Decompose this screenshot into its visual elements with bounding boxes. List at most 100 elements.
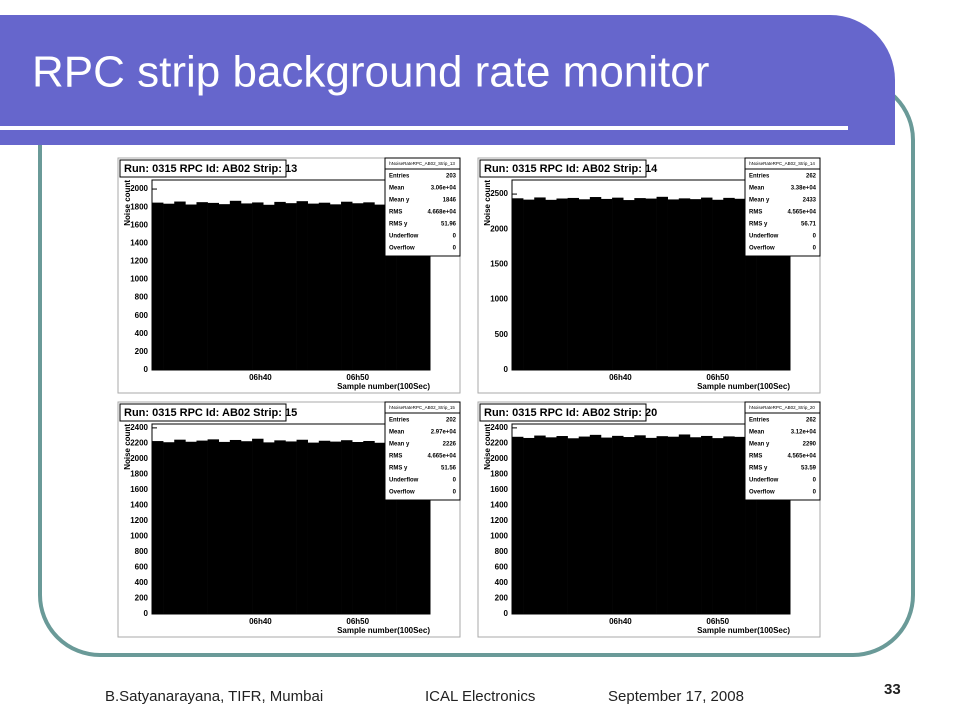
histogram-bar [363, 440, 375, 614]
histogram-bar [240, 441, 253, 614]
stats-label: RMS [749, 454, 762, 460]
stats-value: 0 [813, 490, 817, 496]
stats-label: Mean y [749, 198, 770, 204]
y-tick-label: 1400 [130, 238, 148, 247]
histogram-bar [667, 199, 680, 370]
stats-box [744, 157, 821, 257]
histogram-bar [218, 441, 231, 614]
histogram-bar [600, 198, 613, 370]
histogram-bar [712, 199, 724, 370]
histogram-bar [556, 436, 568, 614]
x-axis-label: Sample number(100Sec) [337, 382, 430, 391]
chart: 0 200 400 600 800 1000 1200 1400 1600 1800 2000 220… [477, 401, 821, 638]
histogram-bar [556, 198, 568, 370]
histogram-bar [318, 440, 331, 614]
title-box [479, 403, 647, 422]
y-tick-label: 1000 [130, 275, 148, 284]
histogram-bar [218, 204, 231, 370]
x-tick-label: 06h50 [346, 617, 369, 626]
stats-title: hNoiseRateRPC_AB02_Strip_14 [749, 161, 815, 166]
histogram-bar [185, 204, 197, 370]
histogram-bar [296, 201, 308, 370]
y-axis-label: Noise count [123, 424, 132, 470]
histogram-bar [418, 441, 431, 614]
histogram-bar [285, 441, 297, 614]
stats-title: hNoiseRateRPC_AB02_Strip_15 [389, 405, 455, 410]
histogram-bar [523, 437, 535, 614]
y-axis-label: Noise count [483, 424, 492, 470]
y-tick-label: 400 [135, 329, 149, 338]
stats-value: 2433 [803, 198, 817, 204]
x-axis-label: Sample number(100Sec) [337, 626, 430, 635]
y-tick-label: 200 [135, 594, 149, 603]
histogram-bar [723, 436, 735, 614]
histogram-bar [407, 441, 420, 614]
stats-label: RMS y [389, 466, 408, 472]
y-tick-label: 1800 [490, 470, 508, 479]
stats-label: RMS y [749, 222, 768, 228]
histogram-bar [229, 439, 242, 614]
histogram-bar [612, 197, 624, 370]
y-tick-label: 800 [135, 293, 149, 302]
y-tick-label: 1500 [490, 260, 508, 269]
y-tick-label: 1400 [490, 501, 508, 510]
histogram-bar [163, 442, 175, 614]
x-axis-label: Sample number(100Sec) [697, 626, 790, 635]
stats-label: Mean [389, 430, 405, 436]
histogram-bar [578, 436, 591, 614]
stats-label: Overflow [389, 490, 415, 496]
histogram-bar [701, 435, 713, 614]
stats-label: Entries [749, 418, 770, 424]
stats-value: 0 [813, 246, 817, 252]
stats-value: 2290 [803, 442, 817, 448]
y-tick-label: 0 [144, 365, 149, 374]
y-axis-label: Noise count [123, 180, 132, 226]
y-tick-label: 2000 [130, 454, 148, 463]
stats-label: Overflow [749, 246, 775, 252]
y-tick-label: 800 [135, 547, 149, 556]
stats-value: 203 [446, 174, 457, 180]
histogram-bar [778, 199, 791, 370]
footer-date: September 17, 2008 [608, 688, 744, 705]
histogram-bar [678, 434, 691, 614]
y-tick-label: 1800 [130, 202, 148, 211]
histogram-bar [656, 436, 668, 614]
y-tick-label: 1600 [490, 485, 508, 494]
histogram-bar [745, 197, 757, 370]
histogram-bar [723, 197, 735, 370]
y-tick-label: 400 [135, 578, 149, 587]
stats-value: 2.97e+04 [431, 430, 457, 436]
y-tick-label: 600 [135, 311, 149, 320]
histogram-bar [534, 435, 546, 614]
stats-label: RMS [389, 454, 402, 460]
histogram-bar [174, 439, 186, 614]
stats-value: 4.665e+04 [427, 454, 456, 460]
y-tick-label: 1400 [130, 501, 148, 510]
stats-label: Underflow [749, 234, 779, 240]
title-box [119, 159, 287, 178]
histogram-bar [756, 437, 769, 614]
histogram-bar [656, 196, 668, 370]
title-band [0, 15, 895, 145]
histogram-bar [567, 438, 580, 614]
histogram-bar [341, 440, 353, 614]
histogram-bar [734, 436, 746, 614]
histogram-bar [407, 201, 420, 370]
y-tick-label: 2000 [490, 454, 508, 463]
histogram-bar [240, 203, 253, 370]
x-tick-label: 06h40 [249, 373, 272, 382]
histogram-bar [418, 203, 431, 370]
stats-value: 0 [813, 478, 817, 484]
histogram-bar [612, 435, 624, 614]
stats-value: 4.565e+04 [787, 454, 816, 460]
chart: 0 200 400 600 800 1000 1200 1400 1600 1800 2000 220… [117, 401, 461, 638]
stats-label: RMS [749, 210, 762, 216]
chart: 0 200 400 600 800 1000 1200 1400 1600 1800 2000 06h… [117, 157, 461, 394]
histogram-bar [645, 437, 657, 614]
stats-value: 0 [453, 490, 457, 496]
histogram-bar [252, 438, 264, 614]
chart-title: Run: 0315 RPC Id: AB02 Strip: 20 [484, 407, 657, 419]
stats-value: 51.96 [441, 222, 457, 228]
histogram-bar [734, 198, 746, 370]
